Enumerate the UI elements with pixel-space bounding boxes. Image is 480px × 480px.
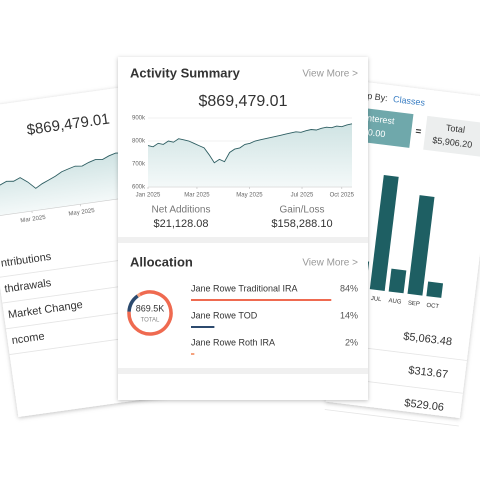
x-tick-label: Jul 2025	[291, 193, 314, 199]
account-name: Jane Rowe Traditional IRA	[191, 283, 298, 293]
account-name: Jane Rowe TOD	[191, 310, 258, 320]
row-label: ncome	[11, 331, 45, 347]
stat-label: Gain/Loss	[279, 205, 324, 216]
amount: $313.67	[408, 364, 449, 381]
donut-total-label: TOTAL	[141, 318, 160, 324]
y-tick-label: 800k	[132, 139, 146, 145]
row-divider	[324, 409, 459, 427]
section-title: Allocation	[130, 254, 193, 269]
group-by-value[interactable]: Classes	[393, 94, 426, 108]
donut-segment	[136, 293, 141, 298]
card	[325, 82, 480, 419]
y-tick-label: 900k	[132, 116, 146, 122]
account-percent: 84%	[340, 283, 358, 293]
x-tick-label: Jan 2025	[136, 193, 161, 199]
stat-value: $158,288.10	[271, 218, 332, 230]
balance: $869,479.01	[199, 93, 288, 110]
total-value: $5,906.20	[432, 135, 473, 150]
x-tick-label: Mar 2025	[184, 193, 210, 199]
center-card: Activity Summary View More > $869,479.01…	[118, 57, 368, 400]
donut-total: 869.5K	[136, 303, 165, 313]
x-tick-label: OCT	[426, 303, 440, 311]
y-tick-label: 700k	[132, 162, 146, 168]
bar	[388, 268, 407, 294]
axis	[0, 197, 129, 218]
donut-segment	[127, 294, 139, 312]
card	[118, 57, 368, 400]
donut-segment	[127, 290, 173, 336]
separator	[118, 368, 368, 374]
allocation-bar	[191, 299, 332, 301]
x-tick-label: AUG	[388, 298, 402, 306]
account-percent: 14%	[340, 310, 358, 320]
area	[0, 152, 129, 217]
separator	[118, 237, 368, 243]
stat-label: Net Additions	[152, 205, 211, 216]
line	[147, 123, 353, 164]
section-title: Activity Summary	[130, 65, 241, 80]
interest-box	[357, 107, 414, 148]
amount: $529.06	[404, 397, 445, 414]
interest-label: Interest	[364, 113, 396, 127]
area	[148, 123, 352, 187]
bar	[407, 195, 435, 296]
view-more[interactable]: View More >	[302, 69, 358, 80]
allocation-bar	[191, 326, 215, 328]
x-tick-label: SEP	[407, 300, 420, 307]
x-tick-label: JUL	[370, 296, 382, 303]
y-tick-label: 600k	[132, 185, 146, 191]
total-label: Total	[445, 123, 465, 135]
bar	[369, 174, 399, 291]
x-tick-label: May 2025	[68, 208, 96, 218]
x-tick-label: Oct 2025	[330, 193, 355, 199]
stat-value: $21,128.08	[153, 218, 208, 230]
group-by-label: p By:	[367, 91, 389, 103]
total-box	[423, 115, 480, 159]
interest-value: $0.00	[362, 127, 386, 140]
allocation-bar	[191, 353, 195, 355]
equals-box	[412, 124, 425, 140]
bar	[426, 281, 444, 298]
line	[0, 152, 123, 189]
equals: =	[415, 126, 422, 138]
account-percent: 2%	[345, 337, 358, 347]
x-tick-label: Mar 2025	[20, 215, 47, 225]
x-tick-label: May 2025	[236, 193, 263, 199]
view-more[interactable]: View More >	[302, 258, 358, 269]
account-name: Jane Rowe Roth IRA	[191, 337, 275, 347]
amount: $5,063.48	[403, 331, 453, 349]
